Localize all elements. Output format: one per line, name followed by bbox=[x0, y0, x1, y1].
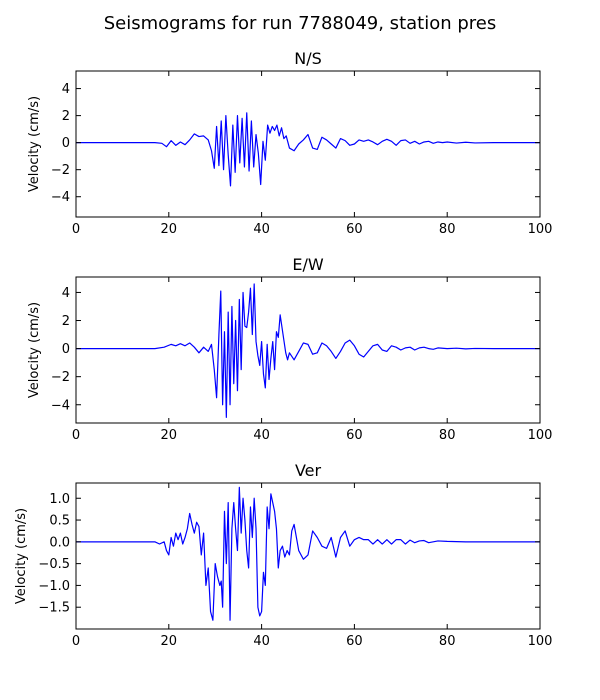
panel-ver: Ver Velocity (cm/s) 0 20 40 60 80 100 −1.5 −1.0 −0… bbox=[14, 461, 552, 649]
x-tick-label: 20 bbox=[161, 222, 178, 237]
series-line bbox=[76, 486, 540, 621]
x-tick-label: 100 bbox=[528, 428, 553, 443]
y-tick-label: −1.5 bbox=[38, 601, 70, 616]
y-tick-label: 2 bbox=[62, 109, 70, 124]
series-line bbox=[76, 112, 540, 187]
x-tick-label: 0 bbox=[72, 222, 80, 237]
y-axis-label: Velocity (cm/s) bbox=[27, 302, 42, 398]
y-tick-label: −4 bbox=[51, 398, 70, 413]
x-tick-label: 40 bbox=[253, 634, 270, 649]
panel-title: E/W bbox=[292, 255, 324, 274]
x-tick-label: 20 bbox=[161, 634, 178, 649]
y-tick-label: −0.5 bbox=[38, 557, 70, 572]
y-tick-label: −1.0 bbox=[38, 579, 70, 594]
y-axis-label: Velocity (cm/s) bbox=[14, 508, 29, 604]
y-tick-label: 0.5 bbox=[49, 514, 70, 529]
y-tick-label: −2 bbox=[51, 163, 70, 178]
y-tick-label: −4 bbox=[51, 190, 70, 205]
y-tick-label: 0 bbox=[62, 136, 70, 151]
x-tick-label: 60 bbox=[346, 634, 363, 649]
y-tick-label: 2 bbox=[62, 314, 70, 329]
plot-frame bbox=[75, 276, 541, 424]
x-tick-label: 20 bbox=[161, 428, 178, 443]
x-tick-label: 80 bbox=[439, 428, 456, 443]
y-tick-label: 0.0 bbox=[49, 535, 70, 550]
x-tick-label: 40 bbox=[253, 222, 270, 237]
panel-title: Ver bbox=[295, 461, 322, 480]
y-tick-label: 4 bbox=[62, 82, 70, 97]
x-tick-label: 80 bbox=[439, 222, 456, 237]
y-tick-label: −2 bbox=[51, 370, 70, 385]
y-tick-label: 4 bbox=[62, 286, 70, 301]
figure-title: Seismograms for run 7788049, station pre… bbox=[104, 13, 496, 34]
plot-frame bbox=[75, 70, 541, 218]
x-tick-label: 60 bbox=[346, 428, 363, 443]
x-tick-label: 0 bbox=[72, 634, 80, 649]
x-tick-label: 100 bbox=[528, 222, 553, 237]
x-tick-label: 40 bbox=[253, 428, 270, 443]
y-tick-label: 1.0 bbox=[49, 492, 70, 507]
x-tick-label: 60 bbox=[346, 222, 363, 237]
x-tick-label: 80 bbox=[439, 634, 456, 649]
panel-title: N/S bbox=[294, 49, 322, 68]
plot-frame bbox=[75, 482, 541, 630]
panel-ew: E/W Velocity (cm/s) 0 20 40 60 80 100 −4 −2 0 2 4 bbox=[27, 255, 552, 443]
panel-ns: N/S Velocity (cm/s) 0 20 40 60 80 100 −4 −2 0 2 4 bbox=[27, 49, 552, 237]
series-line bbox=[76, 283, 540, 418]
y-tick-label: 0 bbox=[62, 342, 70, 357]
x-tick-label: 100 bbox=[528, 634, 553, 649]
x-tick-label: 0 bbox=[72, 428, 80, 443]
y-axis-label: Velocity (cm/s) bbox=[27, 96, 42, 192]
